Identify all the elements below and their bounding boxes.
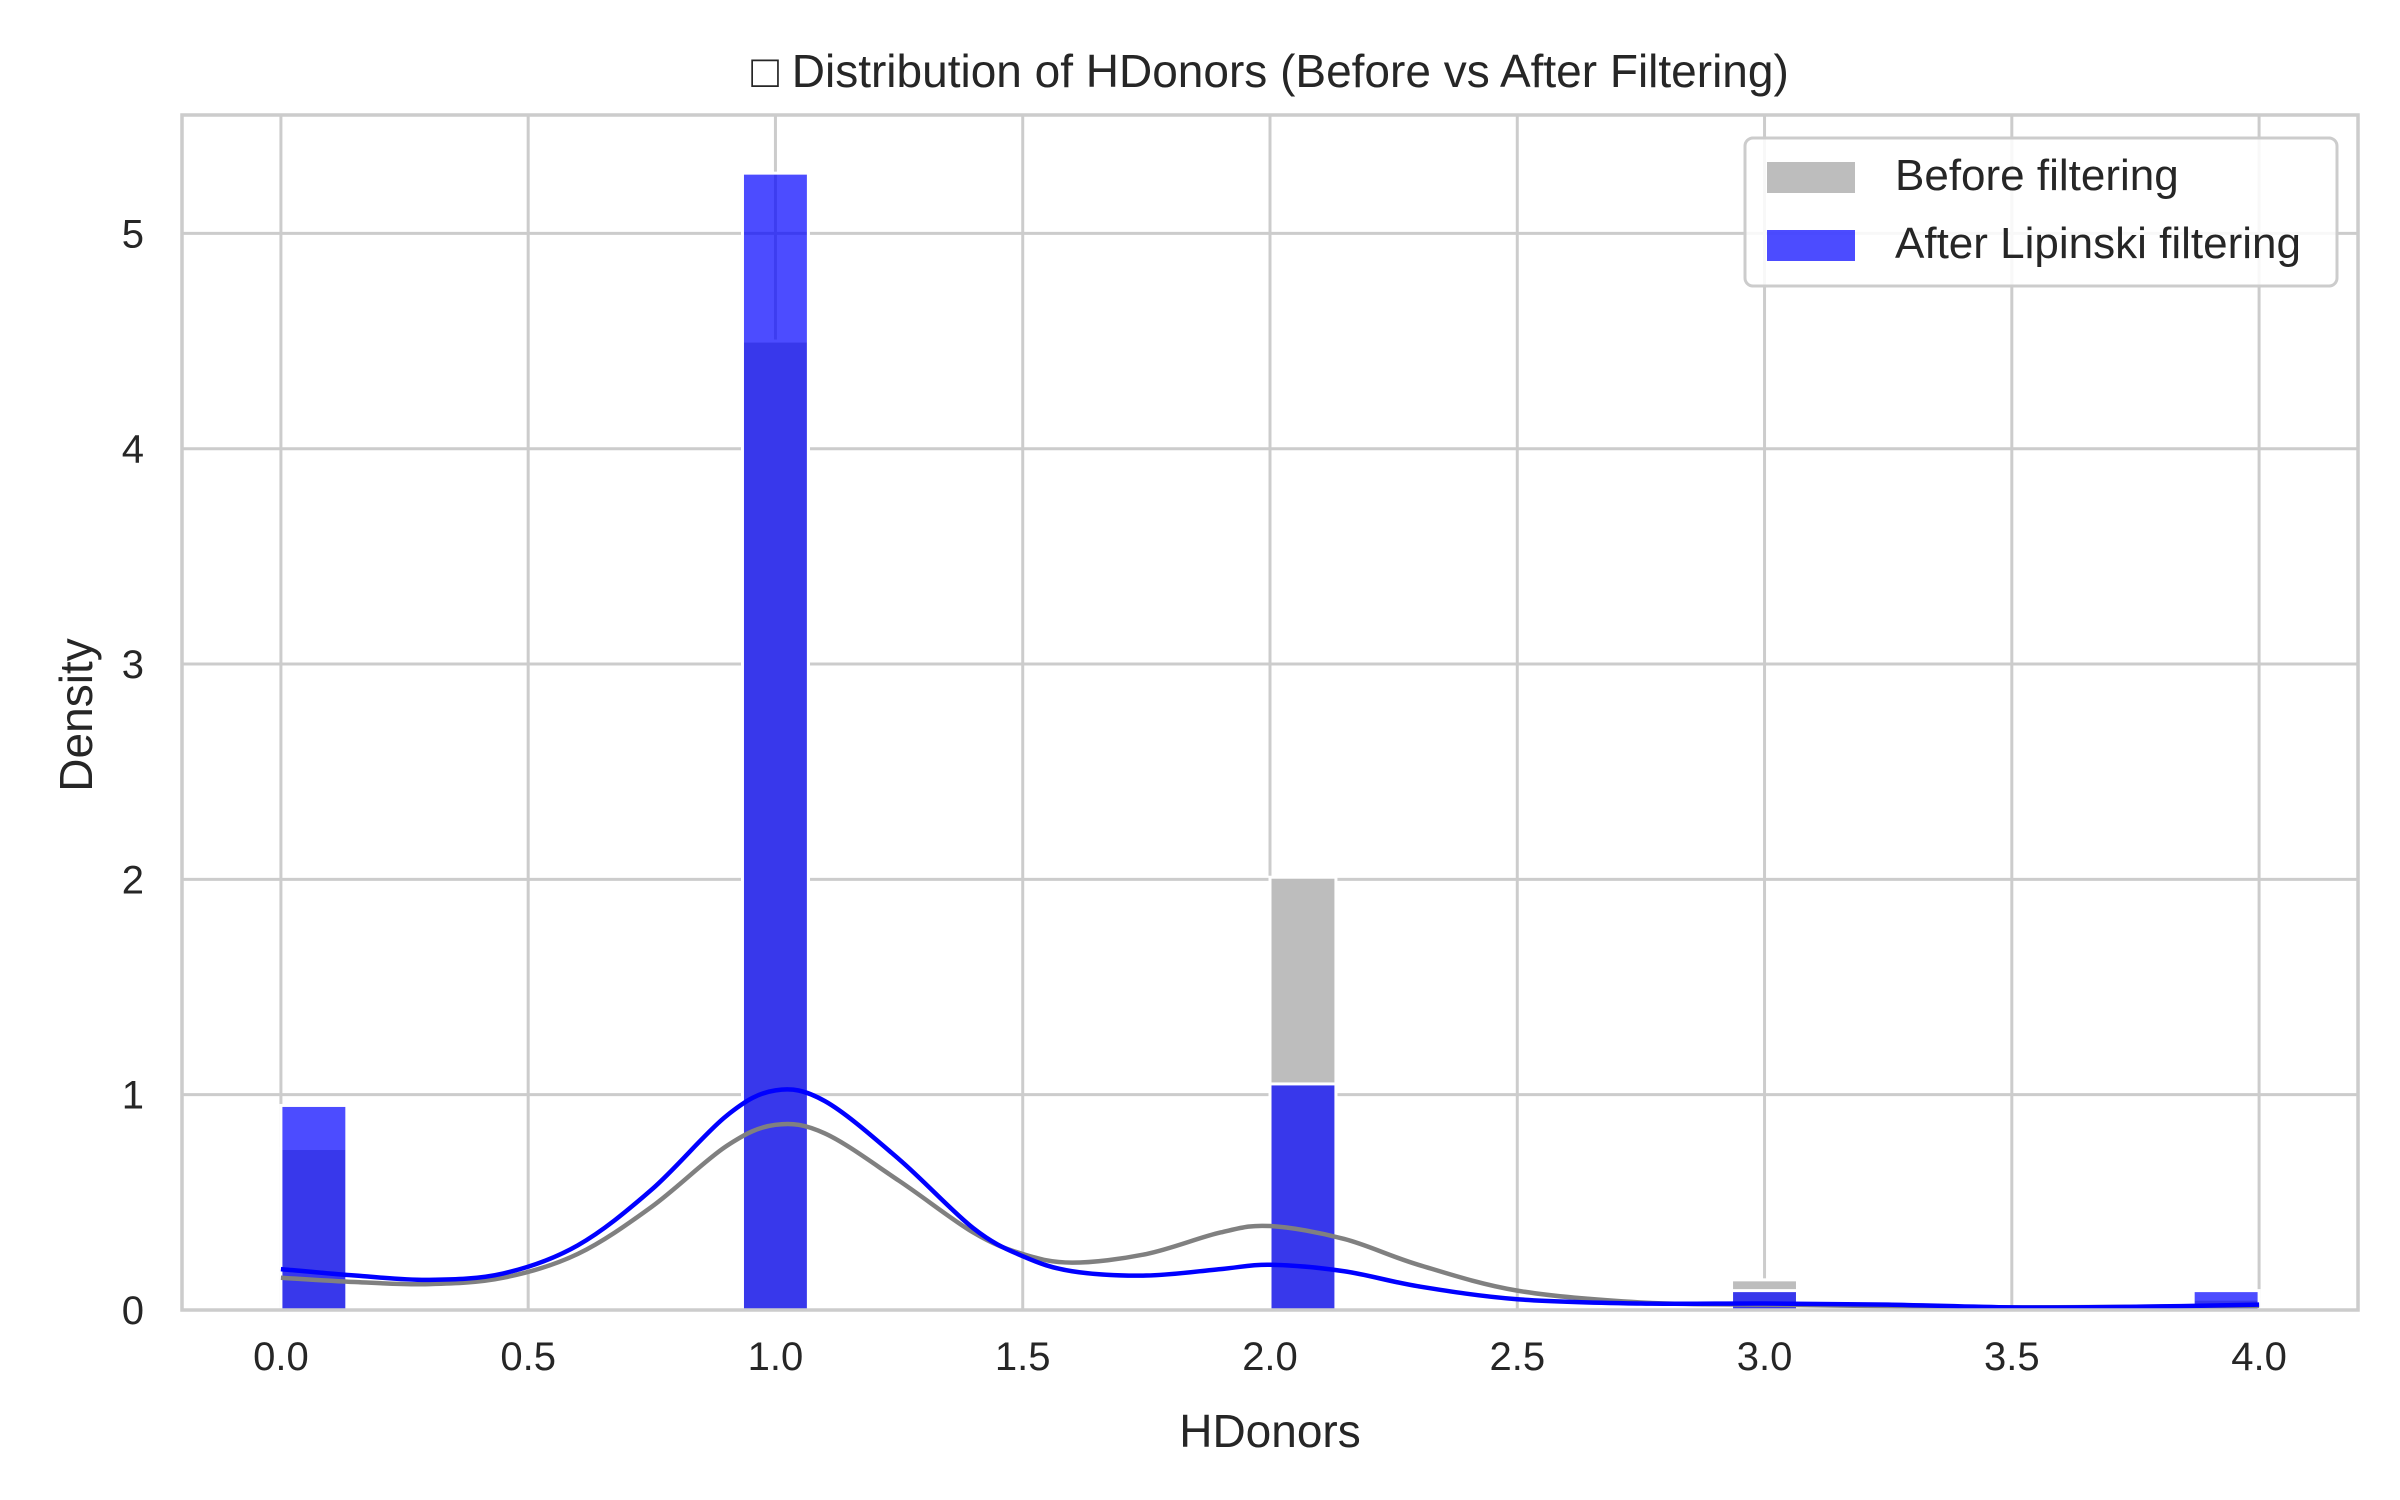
legend-box — [1743, 136, 2339, 288]
x-tick-label: 4.0 — [2231, 1335, 2287, 1379]
kde-line-after-filtering — [280, 1087, 2260, 1310]
x-tick-label: 2.0 — [1242, 1335, 1298, 1379]
y-axis-title: Density — [50, 638, 102, 791]
x-tick-label: 3.0 — [1737, 1335, 1793, 1379]
bar-after-filtering — [740, 171, 810, 1312]
x-tick-label: 0.0 — [253, 1335, 309, 1379]
chart-title: □ Distribution of HDonors (Before vs Aft… — [751, 45, 1789, 97]
x-tick-label: 1.5 — [995, 1335, 1051, 1379]
legend-swatch — [1767, 230, 1855, 261]
legend-label: Before filtering — [1895, 151, 2179, 200]
legend-swatch — [1767, 162, 1855, 193]
legend-label: After Lipinski filtering — [1895, 219, 2301, 268]
x-tick-label: 3.5 — [1984, 1335, 2040, 1379]
y-tick-label: 2 — [122, 858, 144, 902]
y-tick-label: 0 — [122, 1289, 144, 1333]
plot-frame — [180, 113, 2360, 1312]
x-axis-title: HDonors — [1179, 1405, 1361, 1457]
y-tick-label: 4 — [122, 428, 144, 472]
x-tick-label: 1.0 — [748, 1335, 804, 1379]
bar-after-filtering — [1268, 1082, 1338, 1312]
y-tick-label: 5 — [122, 212, 144, 256]
y-tick-label: 1 — [122, 1074, 144, 1118]
x-tick-label: 2.5 — [1489, 1335, 1545, 1379]
y-tick-label: 3 — [122, 643, 144, 687]
x-tick-label: 0.5 — [500, 1335, 556, 1379]
